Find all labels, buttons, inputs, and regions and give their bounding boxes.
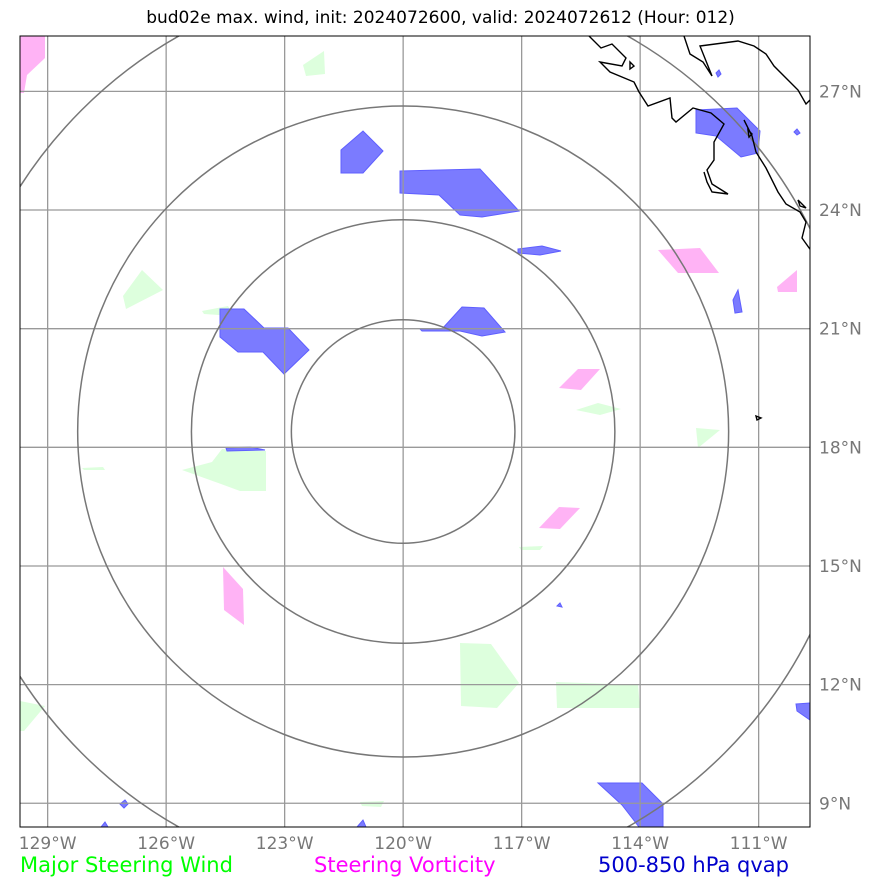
plot-frame <box>19 35 811 828</box>
qvap-region <box>732 288 743 314</box>
qvap-region <box>219 308 310 375</box>
wind-region <box>360 801 384 807</box>
baja-california-coast <box>588 36 729 195</box>
qvap-region <box>340 130 384 174</box>
vorticity-region <box>20 36 45 93</box>
legend-steering-vorticity: Steering Vorticity <box>314 853 496 877</box>
longitude-tick-labels: 129°W 126°W 123°W 120°W 117°W 114°W 111°W <box>19 834 788 854</box>
latitude-label: 15°N <box>819 557 862 577</box>
latitude-label: 21°N <box>819 320 862 340</box>
qvap-region <box>418 306 506 337</box>
qvap-region <box>793 128 801 136</box>
wind-region <box>460 643 519 708</box>
legend-major-steering-wind: Major Steering Wind <box>20 853 233 877</box>
longitude-label: 111°W <box>730 834 788 854</box>
map-plot-area <box>20 36 810 827</box>
longitude-label: 120°W <box>374 834 432 854</box>
qvap-region <box>100 821 109 827</box>
island <box>629 60 636 71</box>
mainland-coast <box>683 36 810 106</box>
vorticity-region <box>559 369 600 390</box>
coastline <box>588 36 810 422</box>
island <box>747 128 753 139</box>
islet <box>797 199 807 209</box>
longitude-label: 114°W <box>611 834 669 854</box>
latitude-label: 27°N <box>819 82 862 102</box>
qvap-region <box>517 245 562 256</box>
vorticity-region <box>777 270 797 292</box>
longitude-label: 123°W <box>256 834 314 854</box>
latitude-tick-labels: 9°N 12°N 15°N 18°N 21°N 24°N 27°N <box>819 82 862 814</box>
wind-region <box>696 428 720 448</box>
longitude-label: 117°W <box>493 834 551 854</box>
plot-title: bud02e max. wind, init: 2024072600, vali… <box>146 8 735 28</box>
wind-region <box>576 403 621 415</box>
wind-region <box>20 701 45 731</box>
graticule <box>20 36 810 827</box>
legend-qvap: 500-850 hPa qvap <box>598 853 789 877</box>
qvap-region <box>555 602 563 608</box>
latitude-label: 9°N <box>819 794 851 814</box>
wind-region <box>82 467 105 470</box>
longitude-label: 129°W <box>19 834 77 854</box>
wind-region <box>123 270 163 309</box>
qvap-regions <box>100 69 810 827</box>
vorticity-region <box>223 567 244 625</box>
vorticity-region <box>539 507 580 529</box>
wind-region <box>182 449 266 491</box>
qvap-region <box>596 782 664 827</box>
vorticity-region <box>658 248 719 273</box>
latitude-label: 12°N <box>819 676 862 696</box>
qvap-region <box>715 69 722 78</box>
qvap-region <box>399 168 521 218</box>
longitude-label: 126°W <box>137 834 195 854</box>
steering-vorticity-regions <box>20 36 797 625</box>
steering-wind-regions <box>20 51 720 807</box>
latitude-label: 24°N <box>819 201 862 221</box>
range-ring <box>290 318 516 545</box>
socorro-island <box>754 414 763 422</box>
range-rings <box>20 36 810 827</box>
wind-region <box>303 51 325 76</box>
wind-region <box>519 546 543 550</box>
range-ring <box>76 105 730 758</box>
qvap-region <box>356 819 367 827</box>
qvap-region <box>795 702 810 721</box>
gulf-east-coast <box>743 119 810 251</box>
latitude-label: 18°N <box>819 438 862 458</box>
qvap-region <box>119 799 129 809</box>
range-ring <box>190 219 616 644</box>
wind-region <box>556 682 640 708</box>
